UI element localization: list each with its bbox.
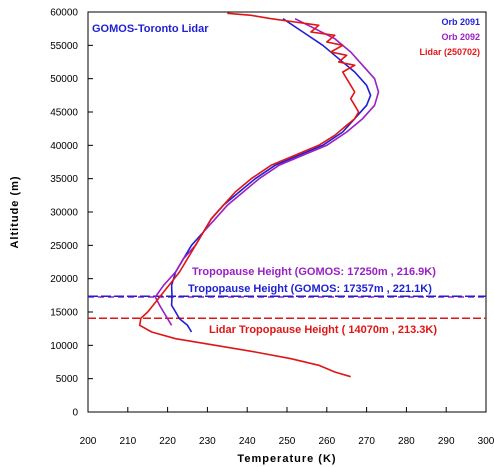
x-tick-label-290: 290 <box>438 436 455 447</box>
y-axis: 0 5000 10000 15000 20000 25000 30000 35000 40000… <box>50 8 93 419</box>
legend-entry-orb-2091: Orb 2091 <box>441 17 480 27</box>
y-axis-label: Altitude (m) <box>9 175 21 248</box>
y-tick-label-60000: 60000 <box>50 8 78 19</box>
tropopause-lines <box>88 296 486 318</box>
y-tick-label-55000: 55000 <box>50 41 78 52</box>
y-tick-label-15000: 15000 <box>50 308 78 319</box>
y-tick-label-50000: 50000 <box>50 74 78 85</box>
y-tick-label-40000: 40000 <box>50 141 78 152</box>
annotation-gomos-2091: Tropopause Height (GOMOS: 17357m , 221.1… <box>188 283 432 295</box>
x-tick-label-240: 240 <box>239 436 256 447</box>
x-tick-label-300: 300 <box>478 436 494 447</box>
x-tick-label-280: 280 <box>398 436 415 447</box>
x-tick-label-200: 200 <box>80 436 97 447</box>
annotation-lidar: Lidar Tropopause Height ( 14070m , 213.3… <box>209 324 437 336</box>
x-tick-label-250: 250 <box>279 436 296 447</box>
series-lines <box>140 13 379 376</box>
x-tick-label-220: 220 <box>159 436 176 447</box>
y-tick-label-5000: 5000 <box>56 374 79 385</box>
y-tick-label-30000: 30000 <box>50 208 78 219</box>
x-tick-label-230: 230 <box>199 436 216 447</box>
x-tick-label-260: 260 <box>318 436 335 447</box>
y-tick-label-35000: 35000 <box>50 174 78 185</box>
chart-title: GOMOS-Toronto Lidar <box>92 23 209 35</box>
y-tick-label-10000: 10000 <box>50 341 78 352</box>
y-tick-label-25000: 25000 <box>50 241 78 252</box>
y-tick-label-0: 0 <box>72 408 78 419</box>
x-axis: 200 210 220 230 240 250 260 270 280 290 300 <box>80 407 494 447</box>
series-lidar <box>140 13 359 376</box>
legend-entry-lidar: Lidar (250702) <box>419 47 480 57</box>
x-axis-label: Temperature (K) <box>237 453 336 465</box>
x-tick-label-270: 270 <box>358 436 375 447</box>
y-tick-label-20000: 20000 <box>50 274 78 285</box>
y-tick-label-45000: 45000 <box>50 108 78 119</box>
plot-frame <box>88 12 486 412</box>
x-tick-label-210: 210 <box>119 436 136 447</box>
annotation-gomos-2092: Tropopause Height (GOMOS: 17250m , 216.9… <box>192 266 436 278</box>
legend-entry-orb-2092: Orb 2092 <box>441 32 480 42</box>
